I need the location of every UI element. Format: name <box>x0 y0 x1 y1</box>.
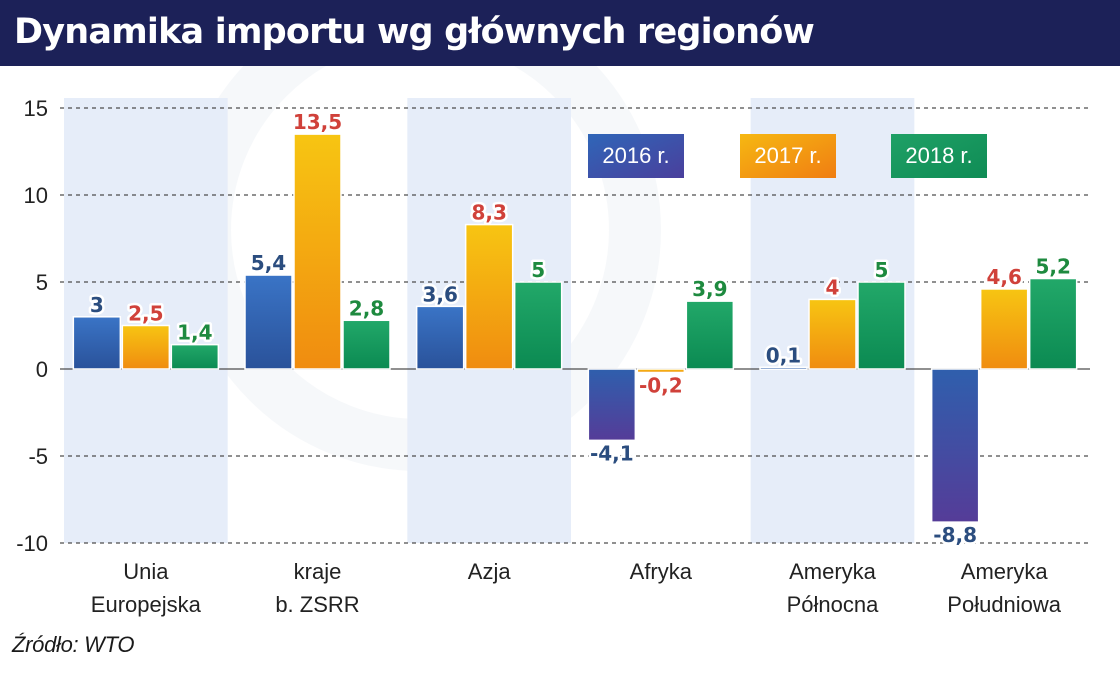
category-label: Afryka <box>630 559 693 584</box>
category-label: Ameryka <box>961 559 1049 584</box>
bar-2017 <box>464 223 514 370</box>
category-label: Europejska <box>91 592 202 617</box>
category-label: Północna <box>787 592 880 617</box>
bar-2018 <box>513 281 563 370</box>
data-label: -4,1 <box>590 441 634 465</box>
chart-title: Dynamika importu wg głównych regionów <box>14 12 815 52</box>
bar-chart: 3 2,5 1,4 5,4 13,5 2,8 3,6 8,3 5 -4,1 -0,2 3,9 0,1 4 5… <box>16 66 1090 617</box>
category-label: Unia <box>123 559 169 584</box>
legend-swatch <box>740 134 836 178</box>
data-label: 3 <box>90 293 104 317</box>
category-label: Azja <box>468 559 512 584</box>
bar-2016 <box>415 305 465 370</box>
data-label: 4 <box>826 275 840 299</box>
legend-label: 2017 r. <box>754 143 821 168</box>
data-label: 2,8 <box>349 296 384 320</box>
data-label: 3,6 <box>422 282 457 306</box>
category-label: b. ZSRR <box>275 592 359 617</box>
data-label: 5 <box>531 258 545 282</box>
data-label: 5,2 <box>1035 255 1070 279</box>
y-tick-label: 15 <box>24 96 48 121</box>
category-label: kraje <box>294 559 342 584</box>
data-label: 5,4 <box>251 251 286 275</box>
bar-2016 <box>587 368 637 442</box>
y-tick-label: 5 <box>36 270 48 295</box>
data-label: 8,3 <box>471 201 506 225</box>
bar-2018 <box>342 319 391 370</box>
bar-2017 <box>979 288 1029 370</box>
data-label: 0,1 <box>766 343 801 367</box>
bar-2016 <box>930 368 980 523</box>
source-note: Źródło: WTO <box>12 632 135 657</box>
bar-2016 <box>244 274 293 370</box>
bar-2017 <box>121 324 171 370</box>
category-label: Ameryka <box>789 559 877 584</box>
bar-2018 <box>857 281 906 370</box>
data-label: 13,5 <box>293 110 342 134</box>
data-label: 3,9 <box>692 277 727 301</box>
data-label: 4,6 <box>986 265 1021 289</box>
legend-swatch <box>891 134 987 178</box>
title-bar: Dynamika importu wg głównych regionów <box>0 0 1120 66</box>
legend-label: 2018 r. <box>905 143 972 168</box>
bar-2018 <box>685 300 735 370</box>
bar-2017 <box>808 298 857 370</box>
bar-2016 <box>759 366 808 371</box>
data-label: 2,5 <box>128 302 163 326</box>
bar-2017 <box>293 133 342 370</box>
bar-2018 <box>170 343 220 370</box>
bar-2018 <box>1028 277 1078 370</box>
legend-label: 2016 r. <box>602 143 669 168</box>
bar-2017 <box>636 368 686 374</box>
data-label: 1,4 <box>177 321 212 345</box>
bar-2016 <box>72 316 122 370</box>
y-tick-label: -5 <box>28 444 48 469</box>
data-label: 5 <box>875 258 889 282</box>
y-tick-label: 0 <box>36 357 48 382</box>
legend-swatch <box>588 134 684 178</box>
data-label: -0,2 <box>639 373 683 397</box>
y-tick-label: 10 <box>24 183 48 208</box>
category-label: Południowa <box>947 592 1062 617</box>
y-tick-label: -10 <box>16 531 48 556</box>
data-label: -8,8 <box>933 523 977 547</box>
